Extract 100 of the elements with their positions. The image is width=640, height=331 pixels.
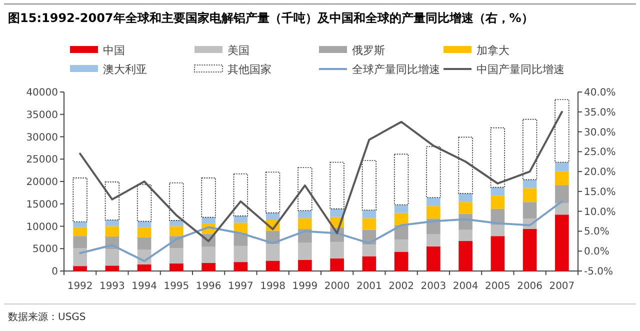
bar [362,256,376,271]
x-tick-label: 1997 [228,281,254,292]
bar [202,246,216,263]
bar [426,146,441,198]
bar [522,180,537,188]
bar [201,178,216,218]
bar [330,242,344,258]
bar [458,202,472,214]
bar [266,260,280,271]
bar [72,178,88,222]
legend-label: 其他国家 [228,63,272,76]
bar [394,252,408,271]
bar [522,188,537,202]
bar [554,99,570,163]
x-tick-label: 2006 [517,281,543,292]
x-tick-label: 1995 [164,281,190,292]
bar [234,216,248,223]
bar [73,236,87,248]
legend-label: 俄罗斯 [352,44,385,57]
bar [522,118,538,180]
bar [394,204,408,213]
bar [266,212,280,220]
bar [170,263,184,271]
legend-label: 中国产量同比增速 [476,63,564,76]
bar [394,212,408,225]
bar [298,210,312,218]
y2-tick-label: 40.0% [584,88,616,98]
y-tick-label: 35000 [26,110,58,121]
bar [490,236,505,271]
bar [458,136,473,194]
bar [362,160,376,211]
bar [202,262,216,271]
y2-tick-label: 15.0% [584,186,616,198]
y-tick-label: 0 [52,266,58,278]
bar [137,264,152,271]
y-tick-label: 15000 [26,199,58,210]
y2-tick-label: 0.0% [584,246,610,258]
bar [490,224,505,236]
y-tick-label: 10000 [26,222,58,233]
bar [298,242,312,260]
bar [298,260,312,271]
bar [522,228,537,271]
y2-tick-label: 35.0% [584,107,616,118]
bar [104,182,120,220]
x-tick-label: 2000 [324,281,350,292]
legend-label: 加拿大 [476,44,510,57]
bar [137,184,152,222]
bar [426,246,440,271]
bar [555,185,569,203]
legend-label: 全球产量同比增速 [352,63,440,76]
bar [234,246,248,262]
x-tick-label: 1994 [132,281,158,292]
bar [458,230,472,242]
legend-label: 澳大利亚 [103,63,147,76]
x-tick-label: 2003 [420,281,446,292]
y2-tick-label: 30.0% [584,127,616,138]
y-tick-label: 20000 [26,177,58,188]
bar [73,222,87,228]
x-tick-label: 1998 [260,281,286,292]
legend-label: 中国 [103,44,125,57]
bar [394,154,409,206]
bar [202,217,216,224]
x-tick-label: 2005 [484,281,510,292]
bar [170,248,184,264]
bar [170,226,184,236]
x-tick-label: 1996 [196,281,222,292]
bar [426,234,440,246]
y2-tick-label: -5.0% [584,266,614,278]
bar [137,227,152,238]
bar [362,210,376,218]
bar [73,227,87,236]
bar [490,196,505,209]
bar [330,208,344,217]
x-tick-label: 2001 [356,281,382,292]
bar [266,172,280,214]
y2-tick-label: 25.0% [584,147,616,158]
x-tick-label: 2002 [388,281,414,292]
x-tick-label: 2007 [549,281,575,292]
bar [298,218,312,229]
x-tick-label: 1999 [292,281,318,292]
bar [234,262,248,271]
bar [458,194,472,202]
y-tick-label: 30000 [26,132,58,144]
bar [137,221,152,228]
chart-title: 图15:1992-2007年全球和主要国家电解铝产量（千吨）及中国和全球的产量同比增速（右，%） [8,11,534,25]
bar [170,220,184,226]
bar [73,248,87,266]
bar [426,206,440,219]
bar [555,214,569,271]
y2-tick-label: 20.0% [584,167,616,178]
x-tick-label: 1993 [99,281,125,292]
bar [458,241,472,271]
y-tick-label: 40000 [26,88,58,98]
bar [555,202,569,215]
bar [426,198,440,206]
bar [522,202,537,219]
y-tick-label: 25000 [26,154,58,166]
legend-label: 美国 [228,44,250,57]
y2-tick-label: 5.0% [584,226,610,238]
bar [362,218,376,230]
